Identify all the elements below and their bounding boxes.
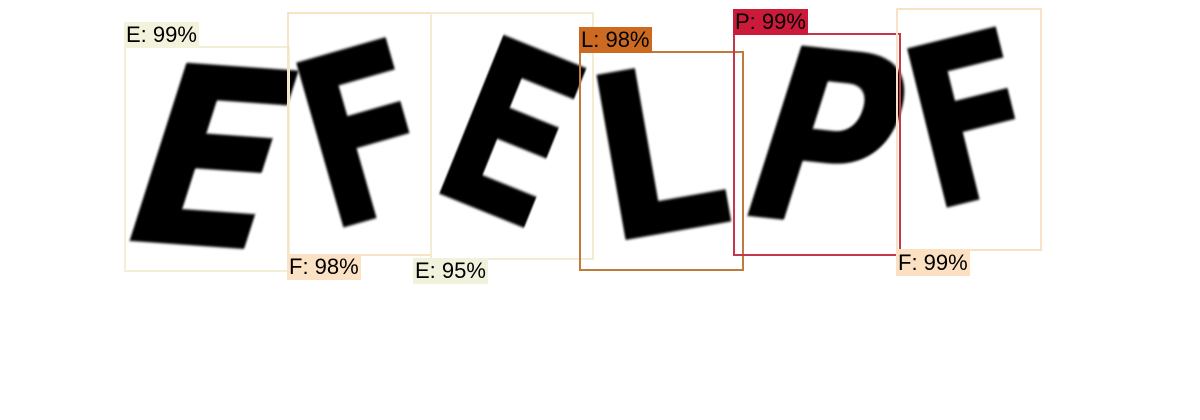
detection-label-f-2: F: 98%: [287, 254, 361, 280]
detection-box-f-2: [287, 12, 432, 256]
detection-box-p-5: [733, 33, 901, 256]
detection-box-f-6: [896, 8, 1042, 251]
detection-label-l-4: L: 98%: [579, 27, 652, 53]
detection-box-l-4: [579, 51, 744, 271]
detection-box-e-3: [430, 12, 594, 260]
detection-label-e-1: E: 99%: [124, 22, 199, 48]
detection-label-e-3: E: 95%: [413, 258, 488, 284]
detection-label-p-5: P: 99%: [733, 9, 808, 35]
detection-label-f-6: F: 99%: [896, 250, 970, 276]
detection-box-e-1: [124, 46, 290, 272]
